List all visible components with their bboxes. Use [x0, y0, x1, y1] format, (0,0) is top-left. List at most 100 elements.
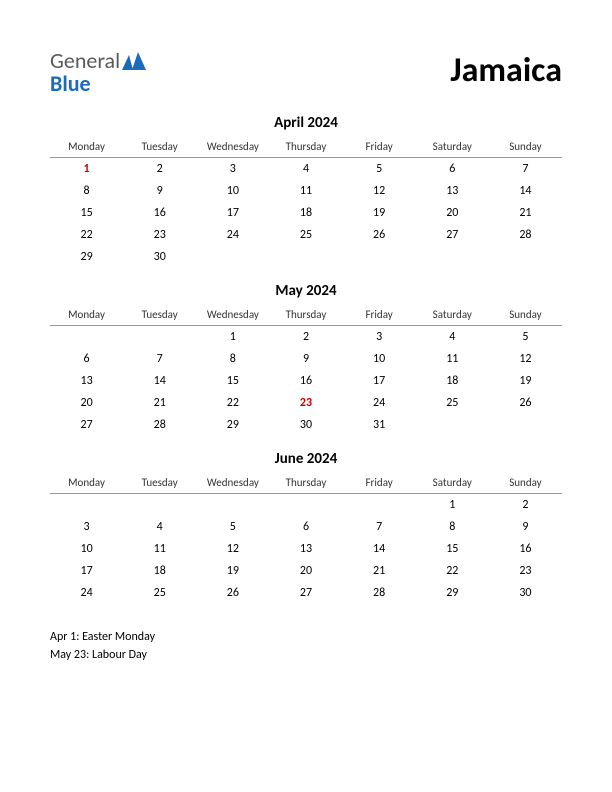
logo: General Blue: [50, 50, 148, 96]
day-header: Friday: [343, 472, 416, 494]
day-header: Friday: [343, 136, 416, 158]
calendar-month: June 2024MondayTuesdayWednesdayThursdayF…: [50, 450, 562, 604]
calendar-cell: [489, 246, 562, 268]
calendar-cell: 18: [416, 370, 489, 392]
calendar-cell: 11: [416, 348, 489, 370]
calendar-cell: [343, 246, 416, 268]
calendar-cell: 18: [269, 202, 342, 224]
calendar-cell: 27: [416, 224, 489, 246]
day-header: Thursday: [269, 304, 342, 326]
calendar-cell: [416, 414, 489, 436]
calendar-cell: 9: [269, 348, 342, 370]
calendar-cell: 29: [50, 246, 123, 268]
calendar-cell: [416, 246, 489, 268]
calendar-cell: 20: [269, 560, 342, 582]
calendar-cell: 2: [269, 326, 342, 349]
header: General Blue Jamaica: [50, 50, 562, 96]
calendar-cell: 21: [123, 392, 196, 414]
calendar-cell: [489, 414, 562, 436]
calendar-cell: [50, 326, 123, 349]
calendar-row: 12345: [50, 326, 562, 349]
calendar-cell: 15: [50, 202, 123, 224]
calendar-cell: 2: [489, 494, 562, 517]
calendar-cell: 18: [123, 560, 196, 582]
calendar-cell: 3: [196, 158, 269, 181]
calendar-cell: 30: [269, 414, 342, 436]
day-header: Saturday: [416, 472, 489, 494]
calendar-cell: 30: [489, 582, 562, 604]
calendar-cell: 10: [50, 538, 123, 560]
day-header: Saturday: [416, 304, 489, 326]
calendar-cell: 19: [343, 202, 416, 224]
calendar-cell: 23: [269, 392, 342, 414]
calendar-row: 13141516171819: [50, 370, 562, 392]
day-header: Wednesday: [196, 304, 269, 326]
calendar-cell: 21: [343, 560, 416, 582]
calendar-cell: 29: [416, 582, 489, 604]
calendar-cell: 19: [196, 560, 269, 582]
calendar-cell: 13: [269, 538, 342, 560]
calendar-cell: 27: [269, 582, 342, 604]
calendar-cell: 12: [196, 538, 269, 560]
calendar-cell: 17: [50, 560, 123, 582]
calendar-row: 20212223242526: [50, 392, 562, 414]
calendar-cell: 24: [196, 224, 269, 246]
calendar-cell: 22: [196, 392, 269, 414]
calendar-cell: 6: [269, 516, 342, 538]
calendar-cell: 24: [343, 392, 416, 414]
day-header: Sunday: [489, 472, 562, 494]
calendar-cell: 13: [416, 180, 489, 202]
calendars-container: April 2024MondayTuesdayWednesdayThursday…: [50, 114, 562, 604]
calendar-row: 1234567: [50, 158, 562, 181]
calendar-cell: 12: [343, 180, 416, 202]
calendar-cell: 1: [196, 326, 269, 349]
calendar-cell: 10: [343, 348, 416, 370]
calendar-cell: 7: [123, 348, 196, 370]
calendar-cell: 20: [416, 202, 489, 224]
calendar-cell: 4: [123, 516, 196, 538]
calendar-cell: 1: [50, 158, 123, 181]
calendar-table: MondayTuesdayWednesdayThursdayFridaySatu…: [50, 472, 562, 604]
calendar-cell: 6: [50, 348, 123, 370]
calendar-cell: 5: [489, 326, 562, 349]
calendar-cell: 29: [196, 414, 269, 436]
day-header: Tuesday: [123, 136, 196, 158]
calendar-cell: 17: [196, 202, 269, 224]
calendar-cell: 26: [489, 392, 562, 414]
calendar-cell: 22: [50, 224, 123, 246]
calendar-cell: 13: [50, 370, 123, 392]
calendar-cell: [269, 494, 342, 517]
calendar-cell: 15: [196, 370, 269, 392]
calendar-cell: 20: [50, 392, 123, 414]
calendar-cell: 22: [416, 560, 489, 582]
month-title: April 2024: [50, 114, 562, 132]
logo-arrow-icon: [122, 52, 148, 77]
calendar-cell: 9: [489, 516, 562, 538]
calendar-cell: 17: [343, 370, 416, 392]
calendar-row: 17181920212223: [50, 560, 562, 582]
day-header: Tuesday: [123, 304, 196, 326]
day-header: Tuesday: [123, 472, 196, 494]
calendar-cell: [123, 494, 196, 517]
holiday-line: Apr 1: Easter Monday: [50, 628, 562, 646]
calendar-cell: [123, 326, 196, 349]
calendar-cell: 8: [50, 180, 123, 202]
calendar-cell: 10: [196, 180, 269, 202]
calendar-month: May 2024MondayTuesdayWednesdayThursdayFr…: [50, 282, 562, 436]
calendar-cell: 5: [196, 516, 269, 538]
day-header: Monday: [50, 136, 123, 158]
calendar-cell: 8: [196, 348, 269, 370]
calendar-cell: 21: [489, 202, 562, 224]
calendar-cell: 14: [489, 180, 562, 202]
day-header: Wednesday: [196, 136, 269, 158]
logo-text-wrap: General Blue: [50, 50, 120, 96]
calendar-cell: 7: [343, 516, 416, 538]
calendar-cell: 7: [489, 158, 562, 181]
month-title: May 2024: [50, 282, 562, 300]
calendar-cell: [196, 246, 269, 268]
calendar-cell: 11: [123, 538, 196, 560]
calendar-cell: 28: [489, 224, 562, 246]
holidays-list: Apr 1: Easter MondayMay 23: Labour Day: [50, 628, 562, 664]
calendar-cell: 31: [343, 414, 416, 436]
calendar-cell: 2: [123, 158, 196, 181]
